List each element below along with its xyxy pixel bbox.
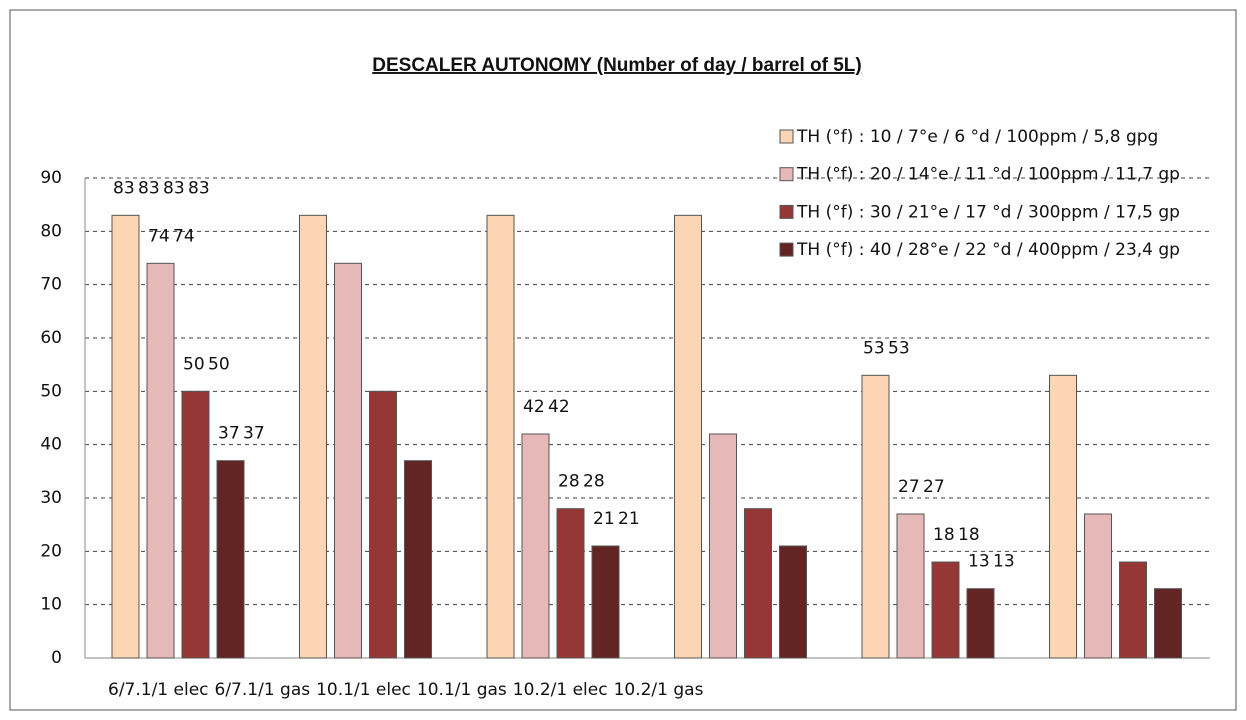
data-label: 13	[993, 552, 1015, 572]
data-label: 18	[958, 525, 980, 545]
bar	[486, 214, 515, 659]
bar	[709, 433, 737, 659]
bar	[966, 588, 995, 659]
y-tick-label: 30	[40, 488, 62, 508]
data-label: 18	[933, 525, 955, 545]
y-tick-label: 70	[40, 275, 62, 295]
bar	[896, 513, 925, 659]
y-tick-label: 0	[51, 648, 62, 668]
bar	[216, 460, 245, 659]
legend-swatch	[779, 242, 794, 257]
legend-label: TH (°f) : 30 / 21°e / 17 °d / 300ppm / 1…	[796, 202, 1180, 222]
data-label: 83	[113, 178, 135, 198]
bar	[1119, 561, 1147, 659]
bar	[744, 508, 772, 659]
data-label: 83	[138, 178, 160, 198]
y-tick-label: 60	[40, 328, 62, 348]
y-tick-label: 40	[40, 435, 62, 455]
legend-label: TH (°f) : 20 / 14°e / 11 °d / 100ppm / 1…	[796, 165, 1180, 185]
data-label: 53	[863, 338, 885, 358]
data-label: 21	[593, 509, 615, 529]
data-label: 37	[218, 424, 240, 444]
chart-title: DESCALER AUTONOMY (Number of day / barre…	[372, 55, 861, 76]
x-tick-label: 10.1/1 gas	[417, 680, 507, 700]
chart-frame	[9, 9, 1237, 711]
data-label: 37	[243, 424, 265, 444]
bar	[146, 262, 175, 659]
data-label: 28	[583, 472, 605, 492]
data-label: 42	[523, 397, 545, 417]
data-label: 83	[188, 178, 210, 198]
data-label: 74	[173, 226, 195, 246]
legend-label: TH (°f) : 40 / 28°e / 22 °d / 400ppm / 2…	[796, 240, 1180, 260]
y-tick-label: 50	[40, 381, 62, 401]
legend-swatch	[779, 129, 794, 144]
bar	[591, 545, 620, 659]
x-tick-label: 10.2/1 gas	[614, 680, 704, 700]
bar	[299, 214, 327, 659]
bar	[521, 433, 550, 659]
bar	[181, 390, 210, 659]
data-label: 28	[558, 472, 580, 492]
data-label: 50	[208, 354, 230, 374]
y-tick-label: 10	[40, 595, 62, 615]
bar	[1084, 513, 1112, 659]
bar	[931, 561, 960, 659]
data-label: 27	[923, 477, 945, 497]
legend-label: TH (°f) : 10 / 7°e / 6 °d / 100ppm / 5,8…	[796, 127, 1158, 147]
bar	[404, 460, 432, 659]
x-tick-label: 6/7.1/1 elec	[108, 680, 209, 700]
bar	[779, 545, 807, 659]
bar	[334, 262, 362, 659]
bar	[369, 390, 397, 659]
legend-swatch	[779, 167, 794, 182]
y-tick-label: 20	[40, 541, 62, 561]
bar	[674, 214, 702, 659]
bar	[556, 508, 585, 659]
data-label: 27	[898, 477, 920, 497]
x-tick-label: 10.1/1 elec	[316, 680, 411, 700]
data-label: 83	[163, 178, 185, 198]
legend-swatch	[779, 204, 794, 219]
y-tick-label: 80	[40, 221, 62, 241]
data-label: 13	[968, 552, 990, 572]
bar	[111, 214, 140, 659]
bar	[861, 374, 890, 659]
data-label: 21	[618, 509, 640, 529]
data-label: 74	[148, 226, 170, 246]
x-tick-label: 6/7.1/1 gas	[215, 680, 311, 700]
bar	[1154, 588, 1182, 659]
data-label: 50	[183, 354, 205, 374]
x-tick-labels: 6/7.1/1 elec 6/7.1/1 gas 10.1/1 elec 10.1/1…	[108, 680, 704, 700]
data-label: 53	[888, 338, 910, 358]
bar	[1049, 374, 1077, 659]
y-tick-label: 90	[40, 168, 62, 188]
data-label: 42	[548, 397, 570, 417]
x-tick-label: 10.2/1 elec	[513, 680, 608, 700]
